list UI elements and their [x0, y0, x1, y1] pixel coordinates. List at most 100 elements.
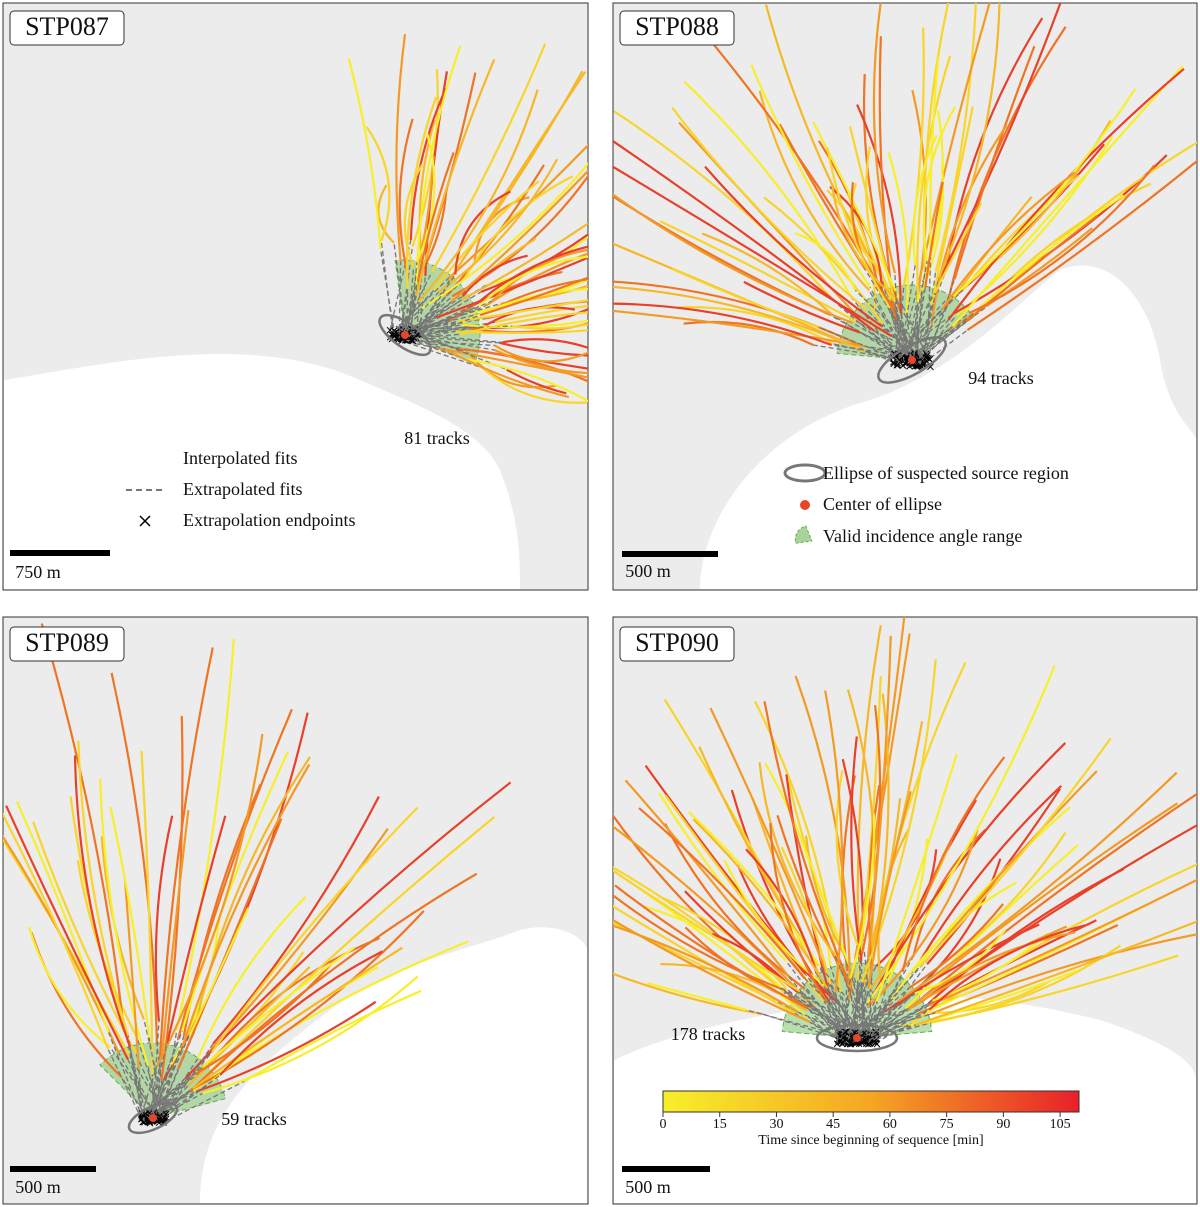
interpolated-fit — [377, 184, 395, 244]
interpolated-fit — [831, 185, 896, 298]
tracks-count: 94 tracks — [968, 368, 1033, 388]
interpolated-fit — [403, 164, 424, 268]
interpolated-fit — [415, 58, 496, 297]
interpolated-fit — [869, 840, 952, 990]
interpolated-fit — [192, 946, 403, 1090]
extrapolated-fit — [851, 296, 899, 358]
endpoint — [410, 334, 418, 342]
colorbar-tick-label: 90 — [996, 1117, 1010, 1132]
extrapolated-fit — [396, 295, 464, 339]
interpolated-fit — [972, 194, 1125, 314]
interpolated-fit — [464, 357, 588, 403]
interpolated-fit — [460, 311, 588, 336]
extrapolated-fit — [804, 973, 856, 1040]
extrapolated-fit — [148, 1040, 169, 1114]
interpolated-fit — [953, 45, 1036, 280]
interpolated-fit — [77, 740, 130, 1036]
interpolated-fit — [929, 57, 940, 258]
extrapolated-fit — [779, 987, 863, 1043]
extrapolated-fit — [404, 333, 496, 351]
extrapolated-fit — [158, 1035, 185, 1117]
extrapolated-fit — [154, 1051, 213, 1121]
interpolated-fit — [849, 813, 876, 979]
extrapolated-fit — [911, 287, 926, 365]
ellipse-center — [908, 356, 916, 364]
scale-bar — [622, 1166, 710, 1172]
scale-bar — [622, 551, 718, 557]
interpolated-fit — [502, 338, 588, 349]
extrapolated-fit — [163, 1080, 245, 1124]
tracks-count: 59 tracks — [221, 1109, 286, 1129]
extrapolated-fit — [847, 982, 863, 1042]
endpoint — [162, 1110, 170, 1118]
interpolated-fit — [671, 106, 868, 311]
interpolated-fit — [613, 869, 801, 993]
interpolated-fit — [919, 785, 1063, 961]
extrapolated-fit — [129, 1046, 145, 1123]
extrapolated-fit — [158, 1068, 179, 1116]
interpolated-fit — [867, 829, 979, 1008]
extrapolated-fit — [925, 279, 956, 362]
interpolated-fit — [683, 80, 853, 298]
endpoint — [159, 1116, 167, 1124]
extrapolated-fit — [863, 966, 921, 1034]
interpolated-fit — [421, 162, 588, 310]
interpolated-fit — [683, 320, 814, 346]
interpolated-fit — [188, 907, 250, 1037]
interpolated-fit — [804, 835, 845, 955]
extrapolated-fit — [868, 290, 908, 360]
extrapolated-fit — [893, 300, 904, 357]
interpolated-fit — [40, 623, 124, 1016]
extrapolated-fit — [148, 1037, 164, 1120]
interpolated-fit — [460, 222, 588, 301]
interpolated-fit — [763, 196, 884, 325]
interpolated-fit — [930, 106, 974, 306]
interpolated-fit — [750, 64, 871, 288]
interpolated-fit — [638, 807, 806, 980]
extrapolated-fit — [397, 339, 483, 369]
extrapolated-fit — [146, 1077, 186, 1115]
blank-region — [200, 927, 587, 1203]
extrapolated-fit — [842, 1013, 931, 1040]
extrapolated-fit — [891, 335, 928, 359]
extrapolated-fit — [834, 992, 838, 1044]
title-box — [619, 626, 735, 662]
interpolated-fit — [438, 158, 558, 293]
endpoint — [862, 1040, 870, 1048]
interpolated-fit — [192, 756, 311, 1034]
interpolated-fit — [918, 737, 1112, 968]
interpolated-fit — [175, 638, 235, 1030]
extrapolated-fit — [859, 979, 935, 1035]
interpolated-fit — [794, 232, 857, 291]
extrapolated-fit — [109, 1046, 160, 1121]
interpolated-fit — [867, 635, 892, 956]
interpolated-fit — [166, 815, 227, 1042]
interpolated-fit — [968, 164, 1156, 315]
interpolated-fit — [826, 189, 877, 309]
extrapolated-fit — [913, 314, 958, 365]
extrapolated-fit — [127, 1059, 159, 1122]
interpolated-fit — [613, 193, 853, 324]
interpolated-fit — [244, 989, 422, 1083]
title-box — [9, 626, 125, 662]
extrapolated-fit — [906, 312, 970, 364]
extrapolated-fit — [852, 322, 916, 360]
interpolated-fit — [902, 944, 1122, 1027]
interpolated-fit — [32, 821, 137, 1054]
interpolated-fit — [433, 180, 540, 291]
legend-label: Ellipse of suspected source region — [823, 463, 1069, 483]
interpolated-fit — [941, 171, 1076, 310]
extrapolated-fit — [411, 299, 462, 334]
interpolated-fit — [484, 252, 588, 308]
interpolated-fit — [613, 165, 892, 337]
interpolated-fit — [430, 43, 547, 273]
interpolated-fit — [912, 134, 938, 266]
extrapolated-fit — [143, 1074, 195, 1117]
interpolated-fit — [613, 285, 866, 353]
legend-label: Valid incidence angle range — [823, 526, 1022, 546]
extrapolated-fit — [789, 985, 871, 1040]
interpolated-fit — [933, 3, 1062, 290]
endpoint — [864, 1040, 872, 1048]
interpolated-fit — [856, 675, 882, 981]
interpolated-fit — [181, 751, 289, 1032]
